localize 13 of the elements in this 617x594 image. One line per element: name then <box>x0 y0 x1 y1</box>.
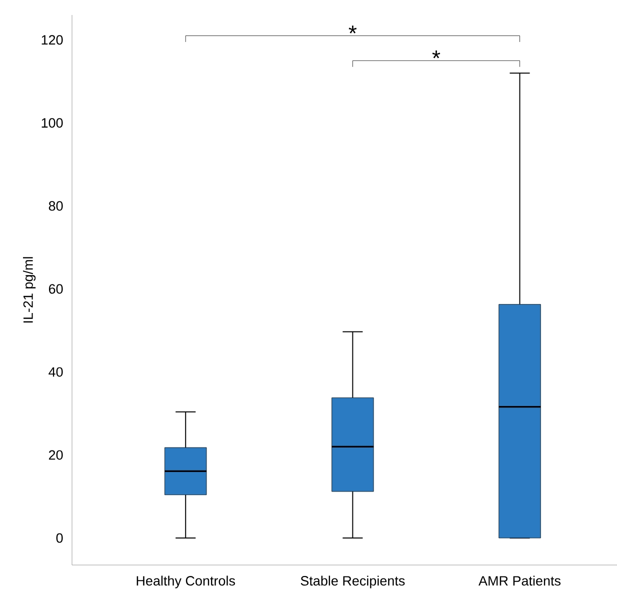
y-tick-label: 40 <box>48 367 63 377</box>
y-tick-label: 100 <box>42 118 63 128</box>
x-tick-label: AMR Patients <box>478 576 561 586</box>
annotation: * <box>348 26 357 34</box>
y-axis-title: IL-21 pg/ml <box>22 257 36 323</box>
y-tick-label: 120 <box>42 35 63 45</box>
y-tick-label: 60 <box>48 284 63 294</box>
annotation: * <box>432 50 440 58</box>
x-tick-label: Healthy Controls <box>136 576 235 588</box>
x-tick-label: Stable Recipients <box>300 576 405 588</box>
y-tick-label: 20 <box>48 450 63 460</box>
y-tick-label: 80 <box>48 201 63 211</box>
y-tick-label: 0 <box>56 533 63 543</box>
